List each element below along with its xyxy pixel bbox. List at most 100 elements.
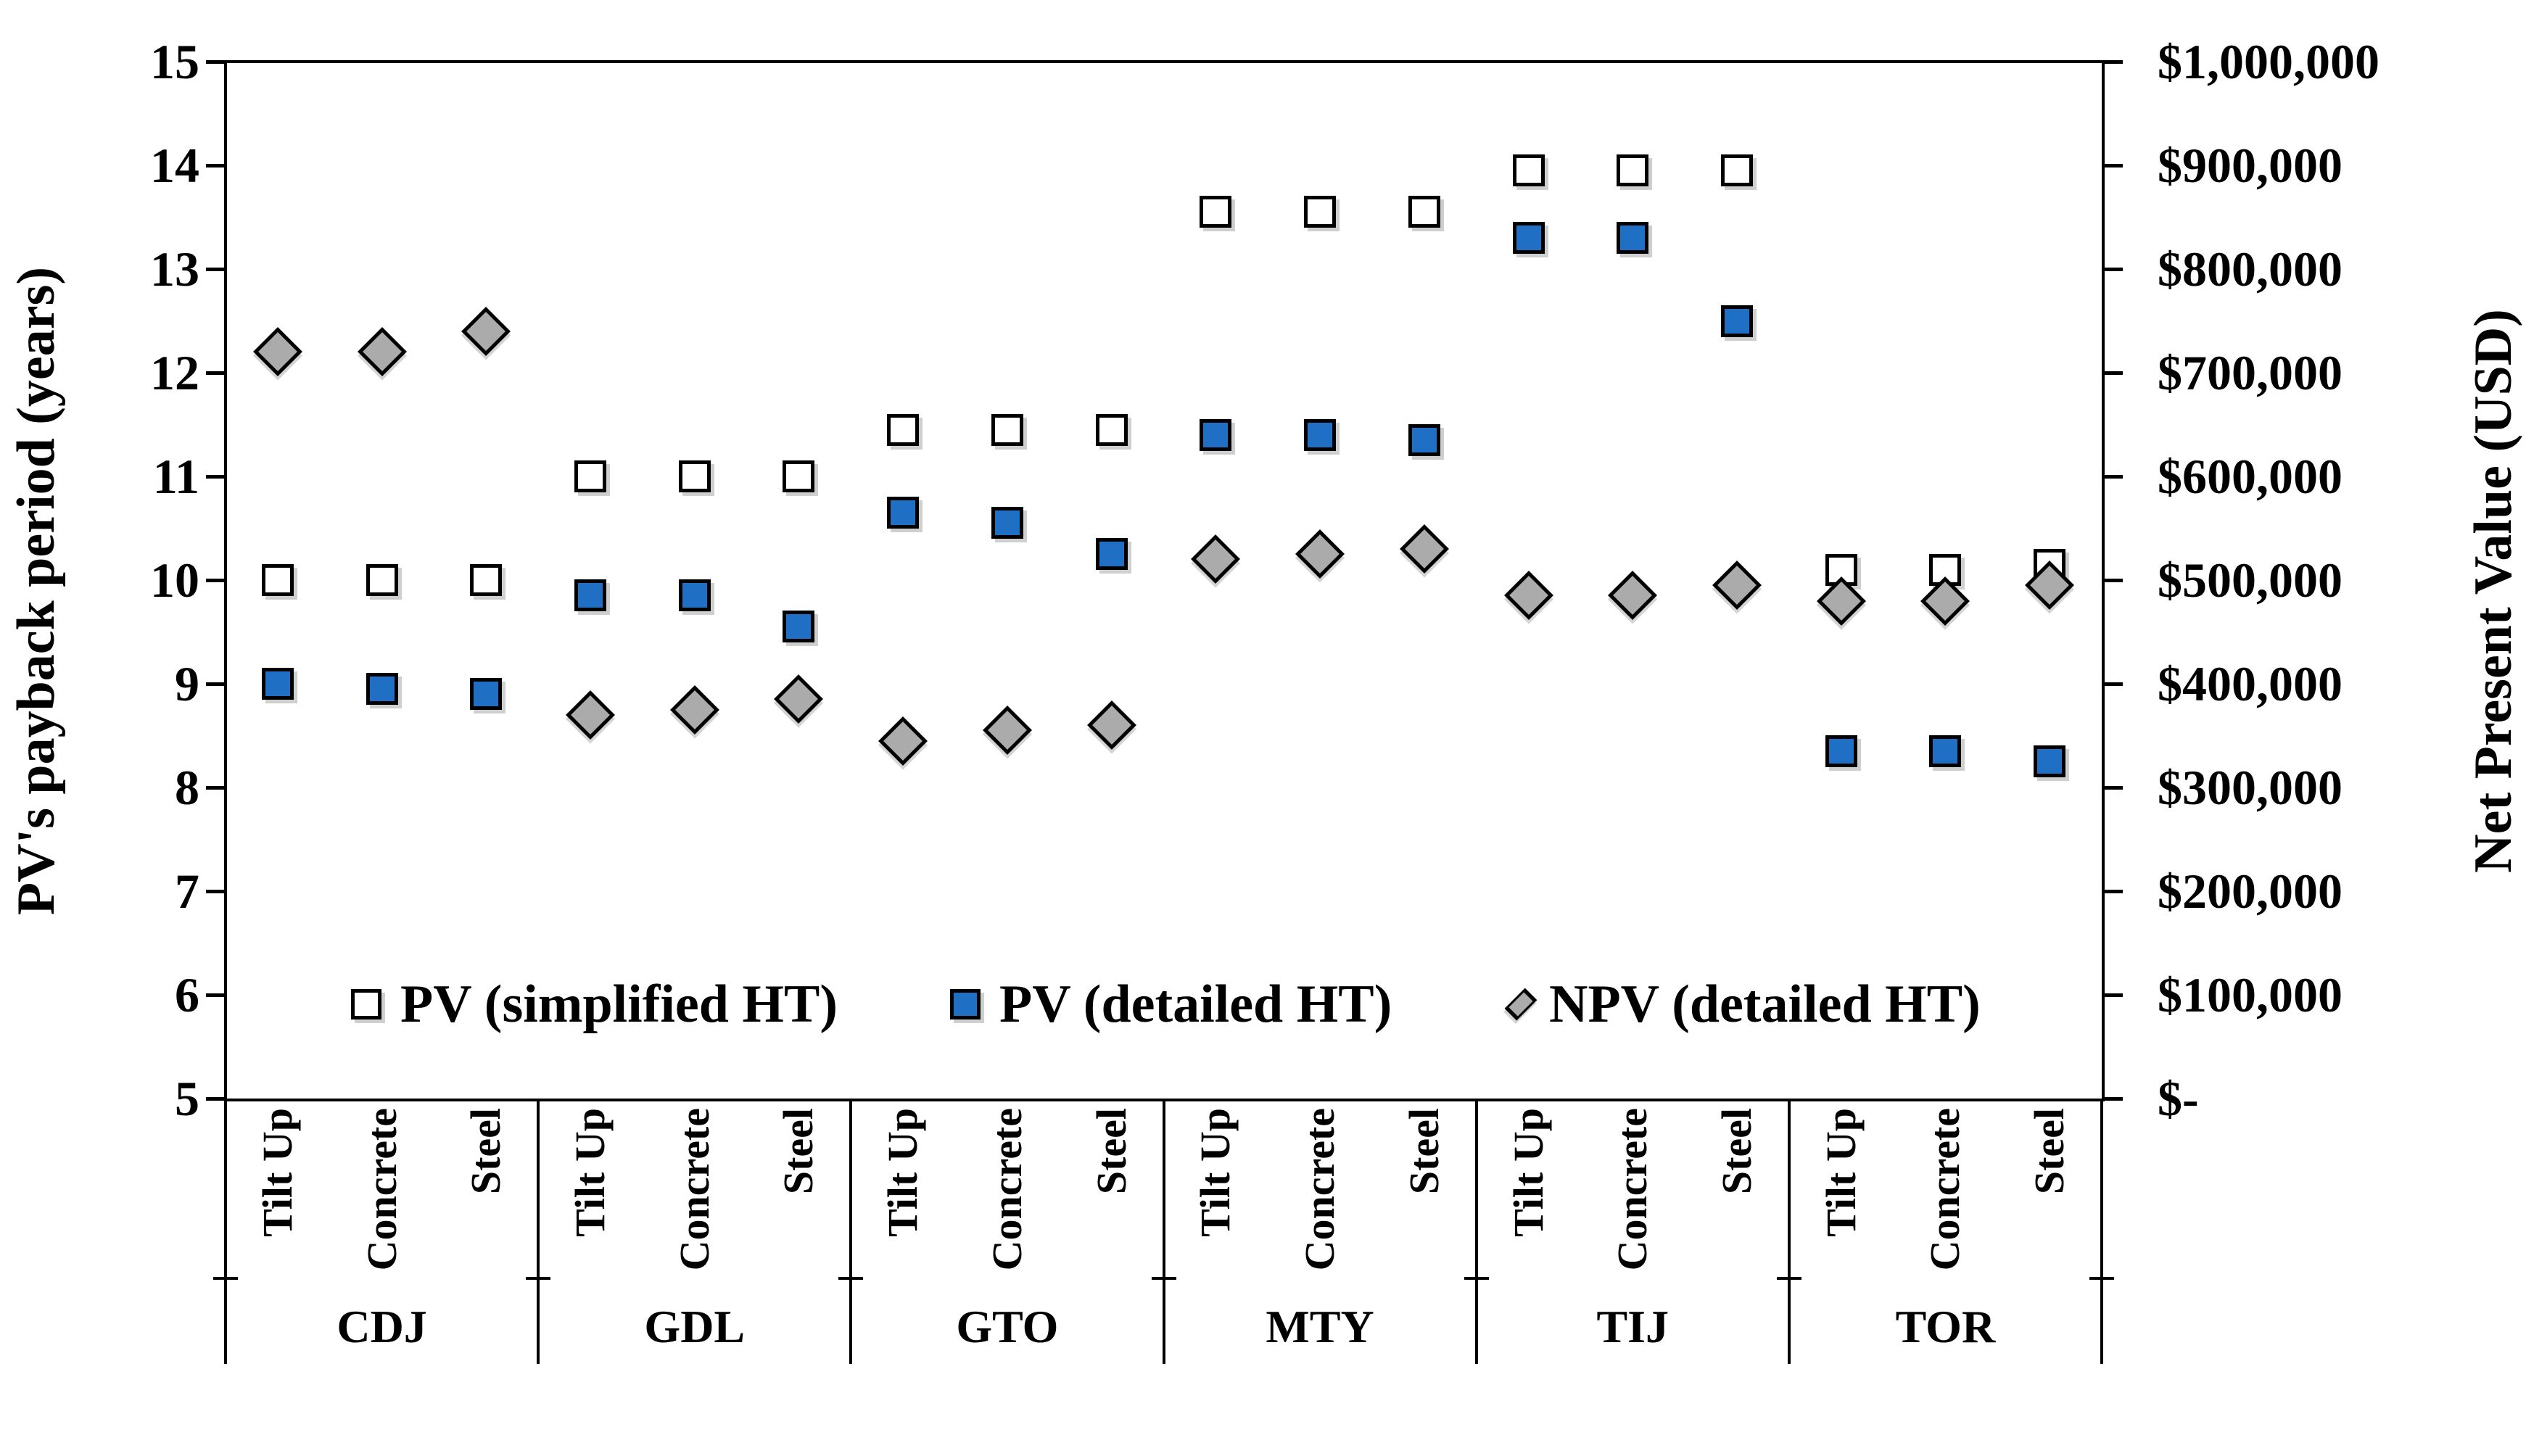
y-tick-mark-left xyxy=(206,890,226,893)
group-label-gto: GTO xyxy=(956,1301,1059,1352)
y-tick-label-right: $800,000 xyxy=(2158,241,2343,297)
marker-pv-detailed-mty-steel xyxy=(1408,423,1440,456)
group-separator xyxy=(1787,1101,1791,1364)
legend-label-pv-simplified: PV (simplified HT) xyxy=(400,975,838,1034)
y-tick-label-right: $700,000 xyxy=(2158,345,2343,400)
marker-pv-simplified-gdl-tilt-up xyxy=(574,460,607,492)
marker-pv-detailed-cdj-steel xyxy=(470,678,503,711)
group-separator xyxy=(1474,1101,1478,1364)
y-tick-label-left: 10 xyxy=(150,553,199,608)
y-tick-mark-right xyxy=(2103,682,2123,686)
y-tick-label-right: $900,000 xyxy=(2158,138,2343,193)
y-tick-label-right: $200,000 xyxy=(2158,864,2343,919)
marker-pv-simplified-mty-steel xyxy=(1408,196,1440,228)
marker-pv-detailed-tor-concrete xyxy=(1929,735,1962,767)
right-axis-title: Net Present Value (USD) xyxy=(2464,309,2523,873)
legend-marker-pv-simplified xyxy=(351,989,381,1019)
marker-pv-simplified-gdl-steel xyxy=(783,460,815,492)
category-label-gto-steel: Steel xyxy=(1087,1108,1135,1195)
category-label-cdj-tilt-up: Tilt Up xyxy=(253,1108,301,1237)
y-tick-mark-left xyxy=(206,371,226,375)
y-tick-mark-left xyxy=(206,1097,226,1101)
group-label-cdj: CDJ xyxy=(337,1301,427,1352)
y-tick-label-left: 9 xyxy=(175,656,199,711)
group-separator-tick xyxy=(213,1277,238,1280)
group-separator xyxy=(849,1101,853,1364)
y-tick-label-right: $1,000,000 xyxy=(2158,34,2380,89)
y-tick-label-left: 15 xyxy=(150,34,199,89)
category-label-tij-concrete: Concrete xyxy=(1609,1108,1656,1271)
y-tick-label-left: 11 xyxy=(152,449,199,504)
marker-pv-simplified-tij-concrete xyxy=(1617,154,1649,187)
group-separator-tick xyxy=(526,1277,551,1280)
legend-label-pv-detailed: PV (detailed HT) xyxy=(999,975,1392,1034)
group-separator-tick xyxy=(1151,1277,1176,1280)
category-label-gto-concrete: Concrete xyxy=(983,1108,1031,1271)
marker-pv-detailed-tij-steel xyxy=(1720,305,1753,337)
marker-pv-detailed-cdj-tilt-up xyxy=(261,668,294,700)
y-tick-mark-left xyxy=(206,164,226,167)
y-tick-label-right: $400,000 xyxy=(2158,656,2343,711)
group-separator-tick xyxy=(838,1277,864,1280)
y-tick-label-right: $600,000 xyxy=(2158,449,2343,504)
y-tick-label-right: $100,000 xyxy=(2158,967,2343,1022)
marker-pv-detailed-gto-steel xyxy=(1095,538,1128,571)
category-label-tor-concrete: Concrete xyxy=(1921,1108,1969,1271)
category-label-mty-tilt-up: Tilt Up xyxy=(1192,1108,1239,1237)
y-tick-mark-right xyxy=(2103,579,2123,582)
y-tick-mark-right xyxy=(2103,371,2123,375)
marker-pv-simplified-mty-concrete xyxy=(1304,196,1337,228)
category-label-mty-steel: Steel xyxy=(1400,1108,1448,1195)
category-label-cdj-concrete: Concrete xyxy=(358,1108,405,1271)
y-tick-label-left: 14 xyxy=(150,138,199,193)
group-separator xyxy=(224,1101,227,1364)
y-tick-mark-right xyxy=(2103,475,2123,479)
group-separator xyxy=(2100,1101,2103,1364)
category-label-gto-tilt-up: Tilt Up xyxy=(879,1108,927,1237)
category-label-tor-tilt-up: Tilt Up xyxy=(1817,1108,1865,1237)
group-label-tor: TOR xyxy=(1895,1301,1996,1352)
marker-pv-detailed-tij-tilt-up xyxy=(1512,222,1545,255)
marker-pv-detailed-mty-tilt-up xyxy=(1200,418,1232,451)
group-separator-tick xyxy=(2089,1277,2114,1280)
y-tick-label-left: 5 xyxy=(175,1071,199,1126)
marker-pv-simplified-gdl-concrete xyxy=(678,460,711,492)
marker-pv-simplified-gto-concrete xyxy=(991,413,1023,446)
y-tick-mark-left xyxy=(206,786,226,790)
marker-pv-detailed-gdl-concrete xyxy=(678,579,711,612)
category-label-tij-tilt-up: Tilt Up xyxy=(1504,1108,1552,1237)
group-label-tij: TIJ xyxy=(1596,1301,1669,1352)
group-separator xyxy=(537,1101,540,1364)
marker-pv-detailed-gto-tilt-up xyxy=(887,497,920,529)
group-separator-tick xyxy=(1776,1277,1801,1280)
marker-pv-detailed-gdl-tilt-up xyxy=(574,579,607,612)
y-tick-label-right: $300,000 xyxy=(2158,760,2343,815)
marker-pv-detailed-gto-concrete xyxy=(991,507,1023,539)
category-label-gdl-tilt-up: Tilt Up xyxy=(566,1108,614,1237)
y-tick-label-left: 12 xyxy=(150,345,199,400)
marker-pv-simplified-cdj-concrete xyxy=(366,564,398,596)
marker-pv-detailed-tor-steel xyxy=(2034,745,2066,778)
category-label-tij-steel: Steel xyxy=(1712,1108,1760,1195)
plot-area-border xyxy=(224,60,2105,1101)
marker-pv-simplified-mty-tilt-up xyxy=(1200,196,1232,228)
y-tick-mark-right xyxy=(2103,890,2123,893)
y-tick-label-left: 8 xyxy=(175,760,199,815)
left-axis-title: PV's payback period (years) xyxy=(7,266,66,916)
y-tick-label-left: 13 xyxy=(150,241,199,297)
marker-pv-detailed-gdl-steel xyxy=(783,611,815,643)
category-label-cdj-steel: Steel xyxy=(462,1108,510,1195)
marker-pv-detailed-mty-concrete xyxy=(1304,418,1337,451)
marker-pv-detailed-tij-concrete xyxy=(1617,222,1649,255)
group-label-mty: MTY xyxy=(1266,1301,1374,1352)
marker-pv-simplified-cdj-tilt-up xyxy=(261,564,294,596)
y-tick-mark-right xyxy=(2103,993,2123,997)
y-tick-mark-left xyxy=(206,579,226,582)
y-tick-label-right: $- xyxy=(2158,1071,2199,1126)
group-separator-tick xyxy=(1464,1277,1489,1280)
y-tick-mark-left xyxy=(206,993,226,997)
y-tick-mark-left xyxy=(206,682,226,686)
y-tick-label-right: $500,000 xyxy=(2158,553,2343,608)
group-label-gdl: GDL xyxy=(644,1301,746,1352)
